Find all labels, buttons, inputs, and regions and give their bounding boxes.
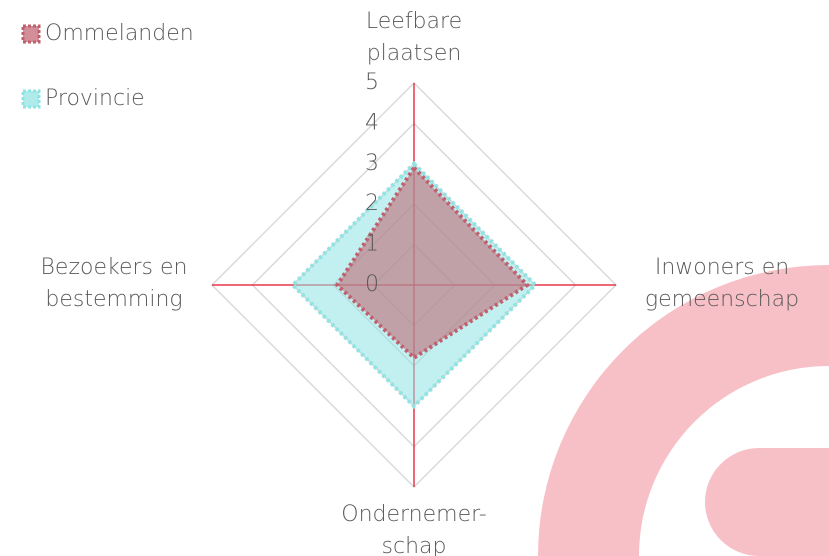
category-label: plaatsen <box>367 41 462 66</box>
r-tick-label: 4 <box>365 110 379 135</box>
legend-marker <box>21 24 41 44</box>
series-area <box>334 164 531 361</box>
category-label: Leefbare <box>366 9 462 34</box>
legend-label: Provincie <box>45 86 145 111</box>
r-tick-label: 3 <box>365 151 379 176</box>
r-tick-label: 1 <box>365 232 379 257</box>
category-label: Inwoners en <box>655 255 789 280</box>
category-label: Bezoekers en <box>41 255 188 280</box>
legend-marker <box>21 89 41 109</box>
category-label: Ondernemer- <box>341 502 486 527</box>
r-tick-label: 5 <box>365 70 379 95</box>
category-label: schap <box>382 534 447 556</box>
category-label: bestemming <box>45 287 182 312</box>
r-tick-label: 2 <box>365 191 379 216</box>
category-label: gemeenschap <box>645 287 799 312</box>
r-tick-label: 0 <box>365 272 379 297</box>
background-logo <box>538 265 829 556</box>
legend-label: Ommelanden <box>45 21 194 46</box>
